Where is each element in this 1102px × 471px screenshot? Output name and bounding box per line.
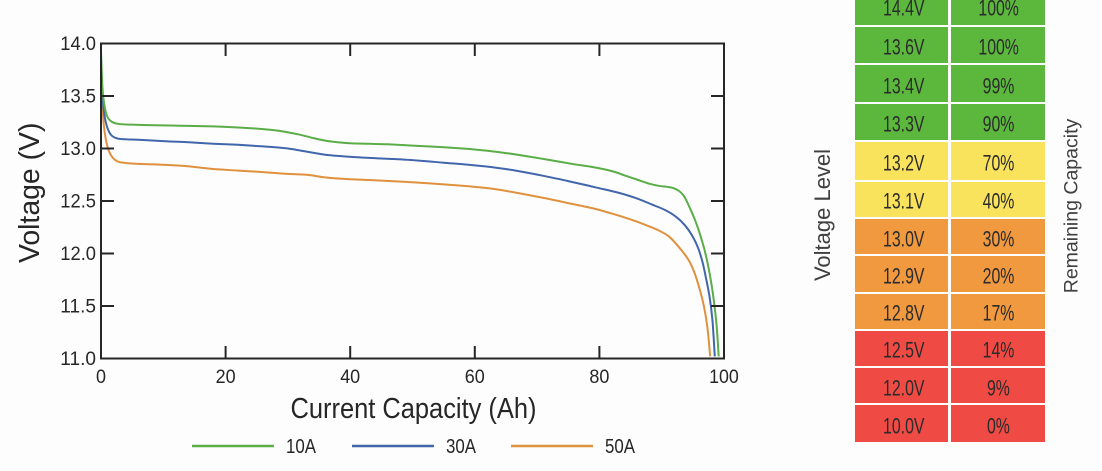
svg-text:11.5: 11.5	[60, 296, 96, 318]
svg-text:14.0: 14.0	[60, 33, 96, 55]
svg-text:40: 40	[340, 366, 360, 388]
svg-text:60: 60	[465, 366, 485, 388]
svg-text:80: 80	[589, 366, 609, 388]
svg-text:20: 20	[216, 366, 236, 388]
svg-text:100: 100	[709, 366, 739, 388]
svg-text:0: 0	[96, 366, 106, 388]
svg-text:Current Capacity (Ah): Current Capacity (Ah)	[291, 393, 537, 425]
svg-text:13.5: 13.5	[60, 86, 96, 108]
svg-text:12.5: 12.5	[60, 191, 96, 213]
svg-text:12.0: 12.0	[60, 243, 96, 265]
svg-text:Voltage (V): Voltage (V)	[14, 123, 46, 263]
svg-text:30A: 30A	[446, 436, 477, 458]
svg-text:10A: 10A	[286, 436, 317, 458]
svg-text:13.0: 13.0	[60, 138, 96, 160]
svg-text:50A: 50A	[605, 436, 636, 458]
svg-text:11.0: 11.0	[60, 348, 96, 370]
